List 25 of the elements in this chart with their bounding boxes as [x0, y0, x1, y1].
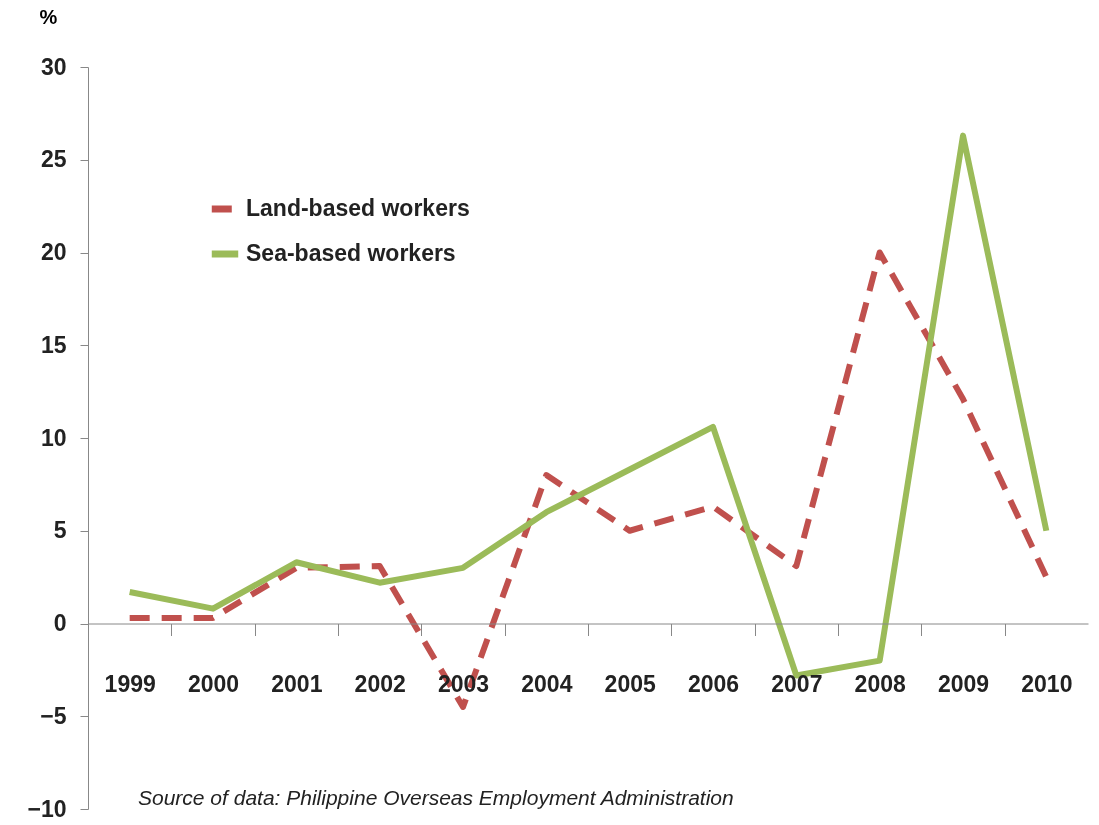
y-tick-label: 20 — [40, 239, 67, 265]
x-tick-label: 2010 — [1021, 671, 1073, 697]
y-tick-label: 10 — [40, 424, 67, 451]
y-axis-title: % — [39, 5, 58, 28]
y-tick-label: −5 — [40, 702, 67, 729]
y-tick-label: 30 — [40, 53, 67, 80]
y-tick-label: 0 — [53, 610, 67, 636]
legend-label: Land-based workers — [246, 195, 470, 221]
x-tick-label: 2008 — [854, 671, 906, 697]
x-tick-label: 2003 — [437, 671, 490, 697]
x-tick-label: 2007 — [771, 671, 823, 697]
x-tick-label: 2005 — [604, 671, 656, 697]
legend-label: Sea-based workers — [246, 240, 456, 266]
x-tick-label: 1999 — [104, 671, 156, 697]
annotation: Source of data: Philippine Overseas Employment Administration — [138, 786, 734, 809]
x-tick-label: 2004 — [521, 671, 573, 697]
x-tick-label: 2000 — [187, 671, 240, 697]
y-tick-label: 5 — [53, 517, 67, 544]
y-tick-label: −10 — [27, 795, 67, 822]
x-tick-label: 2001 — [271, 671, 323, 697]
y-tick-label: 15 — [40, 331, 67, 358]
x-tick-label: 2009 — [937, 671, 990, 697]
y-tick-label: 25 — [40, 146, 67, 173]
x-tick-label: 2006 — [687, 671, 740, 697]
x-tick-label: 2002 — [354, 671, 406, 697]
